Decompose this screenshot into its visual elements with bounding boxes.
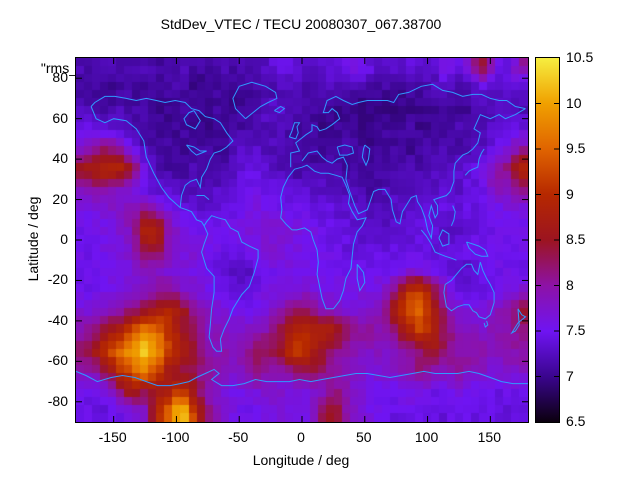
colorbar-tick-label: 7.5 <box>566 322 586 338</box>
y-tick-label: -20 <box>47 271 68 288</box>
heatmap-canvas <box>76 58 528 422</box>
colorbar-tick-label: 8.5 <box>566 231 586 247</box>
colorbar-tick-label: 8 <box>566 276 574 293</box>
colorbar-tick-label: 7 <box>566 367 574 384</box>
x-tick-label: 150 <box>477 429 502 445</box>
colorbar-tick-label: 10 <box>566 94 582 111</box>
x-tick-label: 0 <box>297 429 305 445</box>
colorbar <box>535 57 560 423</box>
plot-title: StdDev_VTEC / TECU 20080307_067.38700 <box>160 16 442 32</box>
x-tick-label: 50 <box>355 429 372 445</box>
corner-label: "rms_ <box>40 60 77 76</box>
colorbar-gradient <box>536 58 559 422</box>
y-tick-label: 40 <box>52 150 68 167</box>
x-axis-label: Longitude / deg <box>252 452 350 468</box>
colorbar-ticks <box>536 103 559 377</box>
y-tick-label: 0 <box>60 231 68 247</box>
y-tick-label: 80 <box>52 69 68 86</box>
colorbar-tick-label: 10.5 <box>566 49 594 65</box>
y-tick-label: -80 <box>47 392 68 409</box>
y-tick-label: 20 <box>52 190 68 207</box>
x-tick-label: -50 <box>228 429 249 445</box>
colorbar-tick-label: 6.5 <box>566 413 586 429</box>
colorbar-tick-label: 9.5 <box>566 140 586 156</box>
y-tick-label: -40 <box>47 311 68 328</box>
y-tick-label: -60 <box>47 352 68 369</box>
y-tick-label: 60 <box>52 109 68 126</box>
map-plot-area <box>75 57 529 423</box>
x-tick-label: -100 <box>161 429 190 445</box>
x-tick-label: 100 <box>414 429 439 445</box>
colorbar-tick-label: 9 <box>566 185 574 202</box>
x-tick-label: -150 <box>98 429 127 445</box>
